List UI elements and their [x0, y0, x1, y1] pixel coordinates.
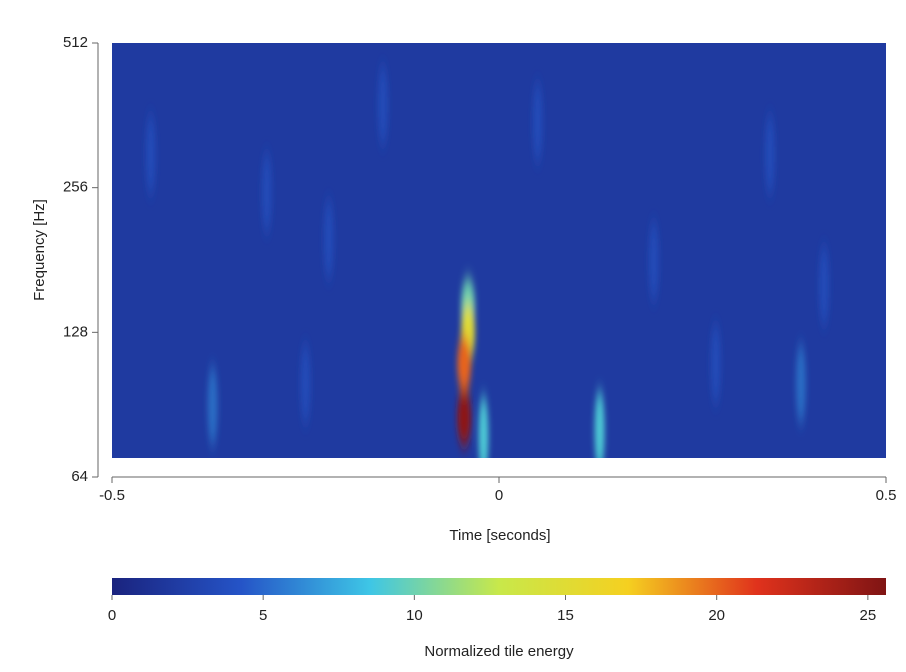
colorbar-label: Normalized tile energy — [424, 643, 574, 660]
colorbar-tick-label: 20 — [708, 607, 725, 624]
energy-blob — [457, 335, 472, 392]
colorbar — [112, 578, 886, 595]
blobs — [145, 65, 830, 458]
energy-blob — [457, 389, 472, 446]
y-axis-label: Frequency [Hz] — [31, 199, 48, 301]
y-tick-label: 512 — [63, 34, 88, 51]
colorbar-tick-label: 0 — [108, 607, 116, 624]
energy-blob — [764, 114, 775, 195]
energy-blob — [478, 395, 489, 458]
energy-blob — [377, 65, 388, 146]
x-tick-label: -0.5 — [99, 487, 125, 504]
energy-blob — [532, 82, 543, 163]
energy-blob — [323, 199, 334, 280]
energy-blob — [648, 221, 659, 302]
energy-blob — [300, 343, 311, 424]
colorbar-tick-label: 10 — [406, 607, 423, 624]
energy-blob — [819, 245, 830, 326]
y-tick-label: 64 — [71, 468, 88, 485]
x-tick-label: 0 — [495, 487, 503, 504]
spectrogram-background — [112, 43, 886, 458]
energy-blob — [795, 343, 806, 424]
x-tick-label: 0.5 — [876, 487, 897, 504]
energy-blob — [261, 152, 272, 233]
colorbar-tick-label: 15 — [557, 607, 574, 624]
y-tick-label: 128 — [63, 323, 88, 340]
colorbar-tick-label: 5 — [259, 607, 267, 624]
energy-blob — [594, 390, 605, 458]
energy-blob — [207, 365, 218, 446]
energy-blob — [145, 114, 156, 195]
x-axis-label: Time [seconds] — [449, 527, 550, 544]
energy-blob — [710, 323, 721, 404]
y-tick-label: 256 — [63, 179, 88, 196]
colorbar-tick-label: 25 — [860, 607, 877, 624]
